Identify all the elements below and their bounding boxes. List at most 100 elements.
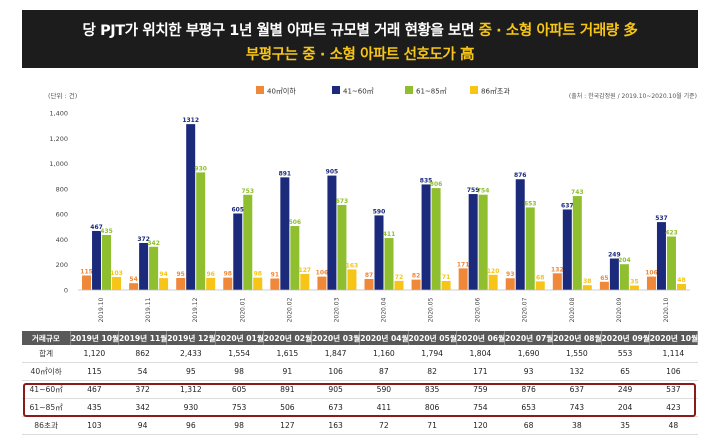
table-cell: 1,114 (649, 345, 698, 363)
table-row: 41~60㎡ 467 372 1,312 605 891 905 590 835 759 876 63… (22, 380, 698, 399)
bar (374, 215, 384, 290)
bar (186, 124, 196, 290)
y-tick-label: 1,000 (49, 160, 68, 168)
table-cell: 1,794 (408, 345, 457, 363)
bar (139, 242, 149, 290)
table-cell: 204 (601, 398, 650, 417)
bar (411, 279, 421, 290)
table-cell: 95 (166, 362, 215, 381)
data-label: 605 (232, 207, 245, 214)
table-row: 86초과 103 94 96 98 127 163 72 71 120 68 38 35 48 (22, 416, 698, 435)
table-cell: 930 (166, 398, 215, 417)
data-label: 590 (373, 208, 386, 215)
table-cell: 91 (263, 362, 312, 381)
table-cell: 120 (456, 416, 505, 435)
bar (666, 236, 676, 290)
title-line-1-text: 당 PJT가 위치한 부평구 1년 월별 아파트 규모별 거래 현황을 보면 (82, 23, 479, 39)
grouped-bar-chart: (단위 : 건) (출처 : 한국감정원 / 2019.10~2020.10월 기… (48, 86, 697, 322)
table-cell: 605 (215, 380, 264, 399)
title-line-1-highlight: 중 · 소형 아파트 거래량 多 (478, 23, 638, 39)
table-cell: 1,615 (263, 345, 312, 363)
bar (431, 188, 441, 290)
data-label: 1312 (182, 117, 199, 124)
table-header-row: 거래규모 2019년 10월 2019년 11월 2019년 12월 2020년 01월… (22, 331, 698, 345)
table-header-cell: 2020년 02월 (263, 331, 312, 345)
table-cell: 82 (408, 362, 457, 381)
data-label: 72 (395, 274, 403, 281)
bar (582, 285, 592, 290)
data-label: 98 (224, 271, 232, 278)
table-header-cell: 2020년 08월 (552, 331, 602, 345)
data-label: 637 (561, 202, 574, 209)
data-label: 435 (100, 228, 113, 235)
table-cell: 1,160 (359, 345, 408, 363)
bar (300, 273, 310, 290)
table-cell: 753 (215, 398, 264, 417)
bar (562, 209, 572, 290)
data-label: 372 (137, 236, 150, 243)
table-header-cell: 2020년 06월 (456, 331, 505, 345)
data-label: 94 (159, 271, 167, 278)
table-cell: 1,554 (215, 345, 264, 363)
x-tick-label: 2020.04 (381, 297, 388, 322)
data-label: 38 (583, 278, 591, 285)
title-line-1: 당 PJT가 위치한 부평구 1년 월별 아파트 규모별 거래 현황을 보면 중… (22, 19, 698, 40)
table-cell: 637 (552, 380, 601, 399)
table-cell: 98 (215, 416, 264, 435)
data-label: 673 (336, 198, 349, 205)
table-row-header: 40㎡이하 (22, 362, 71, 381)
bar (646, 276, 656, 290)
table-cell: 54 (118, 362, 167, 381)
table-cell: 553 (601, 345, 650, 363)
table-cell: 72 (359, 416, 408, 435)
table-cell: 106 (649, 362, 698, 381)
data-table: 거래규모 2019년 10월 2019년 11월 2019년 12월 2020년 01월… (22, 331, 698, 435)
x-tick-label: 2020.05 (428, 297, 435, 322)
data-label: 743 (571, 189, 584, 196)
bar (280, 177, 290, 290)
bar (129, 283, 139, 290)
legend-label: 86㎡초과 (481, 87, 510, 96)
bar (317, 276, 327, 290)
table-cell: 127 (263, 416, 312, 435)
bar (364, 279, 374, 290)
data-label: 87 (365, 272, 373, 279)
bar (112, 276, 122, 290)
legend-swatch (332, 86, 340, 94)
table-header-cell: 2019년 12월 (166, 331, 216, 345)
table-cell: 171 (456, 362, 505, 381)
table-cell: 35 (601, 416, 650, 435)
data-label: 120 (487, 268, 500, 275)
table-cell: 754 (456, 398, 505, 417)
x-tick-label: 2020.03 (333, 297, 340, 322)
bar (505, 278, 515, 290)
data-label: 753 (242, 188, 255, 195)
bar (394, 280, 404, 290)
bar (441, 281, 451, 290)
data-label: 68 (536, 274, 544, 281)
y-tick-label: 600 (56, 211, 68, 219)
bar (337, 204, 347, 290)
bar (384, 238, 394, 290)
table-cell: 743 (552, 398, 601, 417)
bar (478, 194, 488, 290)
table-cell: 891 (263, 380, 312, 399)
bar (270, 278, 280, 290)
table-cell: 905 (311, 380, 360, 399)
y-tick-label: 0 (64, 287, 68, 295)
y-tick-label: 200 (56, 261, 68, 269)
bar (347, 269, 357, 290)
table-cell: 163 (311, 416, 360, 435)
table-cell: 38 (552, 416, 601, 435)
bar (458, 268, 468, 290)
table-row: 합계 1,120 862 2,433 1,554 1,615 1,847 1,160 1,794… (22, 345, 698, 363)
data-label: 54 (129, 276, 137, 283)
data-label: 91 (271, 271, 279, 278)
table-cell: 590 (359, 380, 408, 399)
data-label: 930 (194, 165, 207, 172)
table-cell: 68 (504, 416, 553, 435)
table-cell: 372 (118, 380, 167, 399)
bar (656, 222, 666, 290)
x-tick-label: 2019.12 (192, 297, 199, 322)
bar (92, 230, 102, 290)
